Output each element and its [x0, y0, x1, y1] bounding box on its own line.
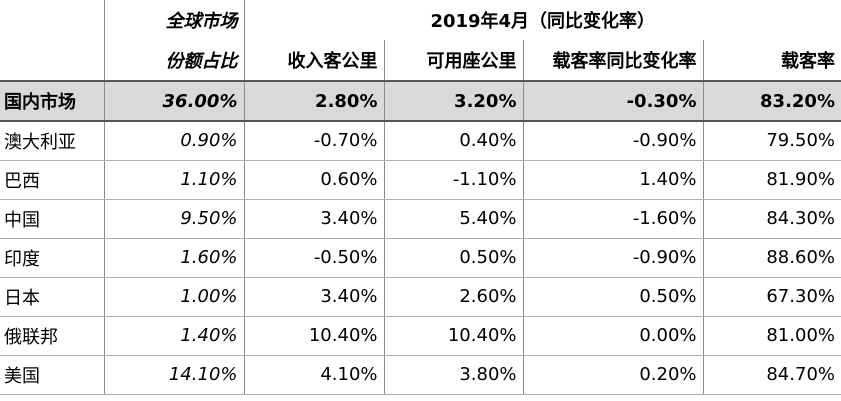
row-plf: 81.90%	[703, 160, 841, 200]
global-market-header: 全球市场	[104, 0, 245, 40]
row-ask: 0.50%	[384, 238, 524, 278]
row-rpk: 2.80%	[244, 81, 385, 122]
row-share: 1.00%	[104, 277, 245, 317]
row-rpk: 10.40%	[244, 316, 385, 356]
row-plf-change: -0.90%	[523, 238, 704, 278]
row-rpk: 4.10%	[244, 355, 385, 395]
row-name: 俄联邦	[0, 316, 105, 356]
table-row: 日本 1.00% 3.40% 2.60% 0.50% 67.30%	[0, 277, 841, 317]
row-name: 国内市场	[0, 81, 105, 122]
row-plf: 79.50%	[703, 121, 841, 161]
row-rpk: 3.40%	[244, 199, 385, 239]
header-empty-cell	[0, 40, 105, 82]
row-ask: 3.80%	[384, 355, 524, 395]
rpk-header: 收入客公里	[244, 40, 385, 82]
row-plf: 67.30%	[703, 277, 841, 317]
period-header: 2019年4月（同比变化率）	[430, 11, 656, 32]
ask-header: 可用座公里	[384, 40, 524, 82]
header-row-1: 全球市场 2019年4月（同比变化率）	[0, 0, 841, 40]
row-share: 1.40%	[104, 316, 245, 356]
table-row: 印度 1.60% -0.50% 0.50% -0.90% 88.60%	[0, 238, 841, 278]
row-plf-change: 0.00%	[523, 316, 704, 356]
row-rpk: -0.50%	[244, 238, 385, 278]
share-header: 份额占比	[104, 40, 245, 82]
row-share: 9.50%	[104, 199, 245, 239]
row-name: 美国	[0, 355, 105, 395]
row-name: 巴西	[0, 160, 105, 200]
row-plf-change: 0.20%	[523, 355, 704, 395]
row-plf-change: -0.30%	[523, 81, 704, 122]
row-ask: 3.20%	[384, 81, 524, 122]
row-share: 0.90%	[104, 121, 245, 161]
row-name: 日本	[0, 277, 105, 317]
row-ask: 5.40%	[384, 199, 524, 239]
row-share: 36.00%	[104, 81, 245, 122]
row-name: 澳大利亚	[0, 121, 105, 161]
row-ask: 2.60%	[384, 277, 524, 317]
row-plf-change: -1.60%	[523, 199, 704, 239]
row-plf: 84.70%	[703, 355, 841, 395]
row-share: 1.10%	[104, 160, 245, 200]
row-ask: 0.40%	[384, 121, 524, 161]
row-rpk: -0.70%	[244, 121, 385, 161]
row-rpk: 3.40%	[244, 277, 385, 317]
row-plf: 81.00%	[703, 316, 841, 356]
header-row-2: 份额占比 收入客公里 可用座公里 载客率同比变化率 载客率	[0, 40, 841, 82]
plf-header: 载客率	[703, 40, 841, 82]
header-empty-cell	[0, 0, 105, 40]
row-plf: 83.20%	[703, 81, 841, 122]
domestic-market-row: 国内市场 36.00% 2.80% 3.20% -0.30% 83.20%	[0, 81, 841, 122]
row-rpk: 0.60%	[244, 160, 385, 200]
row-ask: 10.40%	[384, 316, 524, 356]
table-row: 巴西 1.10% 0.60% -1.10% 1.40% 81.90%	[0, 160, 841, 200]
row-name: 中国	[0, 199, 105, 239]
table-row: 美国 14.10% 4.10% 3.80% 0.20% 84.70%	[0, 355, 841, 395]
plf-change-header: 载客率同比变化率	[523, 40, 704, 82]
row-plf-change: 1.40%	[523, 160, 704, 200]
row-plf-change: 0.50%	[523, 277, 704, 317]
row-plf: 84.30%	[703, 199, 841, 239]
row-plf: 88.60%	[703, 238, 841, 278]
row-name: 印度	[0, 238, 105, 278]
table-row: 中国 9.50% 3.40% 5.40% -1.60% 84.30%	[0, 199, 841, 239]
row-plf-change: -0.90%	[523, 121, 704, 161]
row-share: 14.10%	[104, 355, 245, 395]
row-ask: -1.10%	[384, 160, 524, 200]
table-row: 俄联邦 1.40% 10.40% 10.40% 0.00% 81.00%	[0, 316, 841, 356]
row-share: 1.60%	[104, 238, 245, 278]
table-row: 澳大利亚 0.90% -0.70% 0.40% -0.90% 79.50%	[0, 121, 841, 161]
